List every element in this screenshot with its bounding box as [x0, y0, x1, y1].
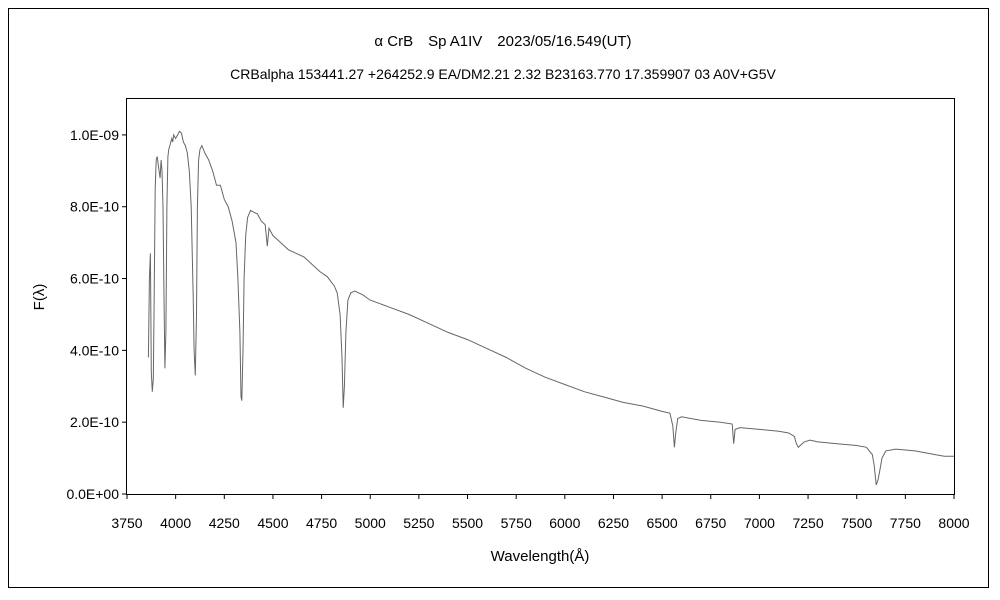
- x-tick-label: 8000: [938, 515, 969, 531]
- x-tick-label: 5750: [501, 515, 532, 531]
- x-tick-label: 4250: [209, 515, 240, 531]
- chart-subtitle: CRBalpha 153441.27 +264252.9 EA/DM2.21 2…: [230, 66, 776, 82]
- x-tick-label: 7000: [744, 515, 775, 531]
- x-tick-label: 7500: [841, 515, 872, 531]
- x-tick-label: 5250: [403, 515, 434, 531]
- y-tick-label: 0.0E+00: [66, 486, 119, 502]
- y-tick-label: 1.0E-09: [70, 127, 119, 143]
- x-tick-label: 6500: [647, 515, 678, 531]
- x-tick-label: 4000: [160, 515, 191, 531]
- y-tick-label: 6.0E-10: [70, 271, 119, 287]
- x-tick-label: 4750: [306, 515, 337, 531]
- x-tick-label: 6250: [598, 515, 629, 531]
- y-axis-label: F(λ): [31, 284, 48, 311]
- chart-frame: [8, 8, 989, 588]
- x-tick-label: 6750: [695, 515, 726, 531]
- y-axis: 0.0E+00 2.0E-10 4.0E-10 6.0E-10 8.0E-10 1.0E-…: [66, 127, 127, 502]
- x-axis: 3750 4000 4250 4500 4750 5000 5250 5500 5750 6000…: [111, 494, 970, 531]
- x-axis-label: Wavelength(Å): [491, 548, 590, 565]
- x-tick-label: 7250: [792, 515, 823, 531]
- x-tick-label: 5500: [452, 515, 483, 531]
- x-tick-label: 7750: [890, 515, 921, 531]
- y-tick-label: 8.0E-10: [70, 199, 119, 215]
- spectrum-line: [147, 130, 954, 486]
- x-tick-label: 3750: [111, 515, 142, 531]
- chart-title: α CrB Sp A1IV 2023/05/16.549(UT): [374, 33, 631, 50]
- x-tick-label: 4500: [257, 515, 288, 531]
- y-tick-label: 4.0E-10: [70, 342, 119, 358]
- x-tick-label: 6000: [549, 515, 580, 531]
- y-tick-label: 2.0E-10: [70, 414, 119, 430]
- plot-area: [126, 98, 955, 495]
- x-tick-label: 5000: [355, 515, 386, 531]
